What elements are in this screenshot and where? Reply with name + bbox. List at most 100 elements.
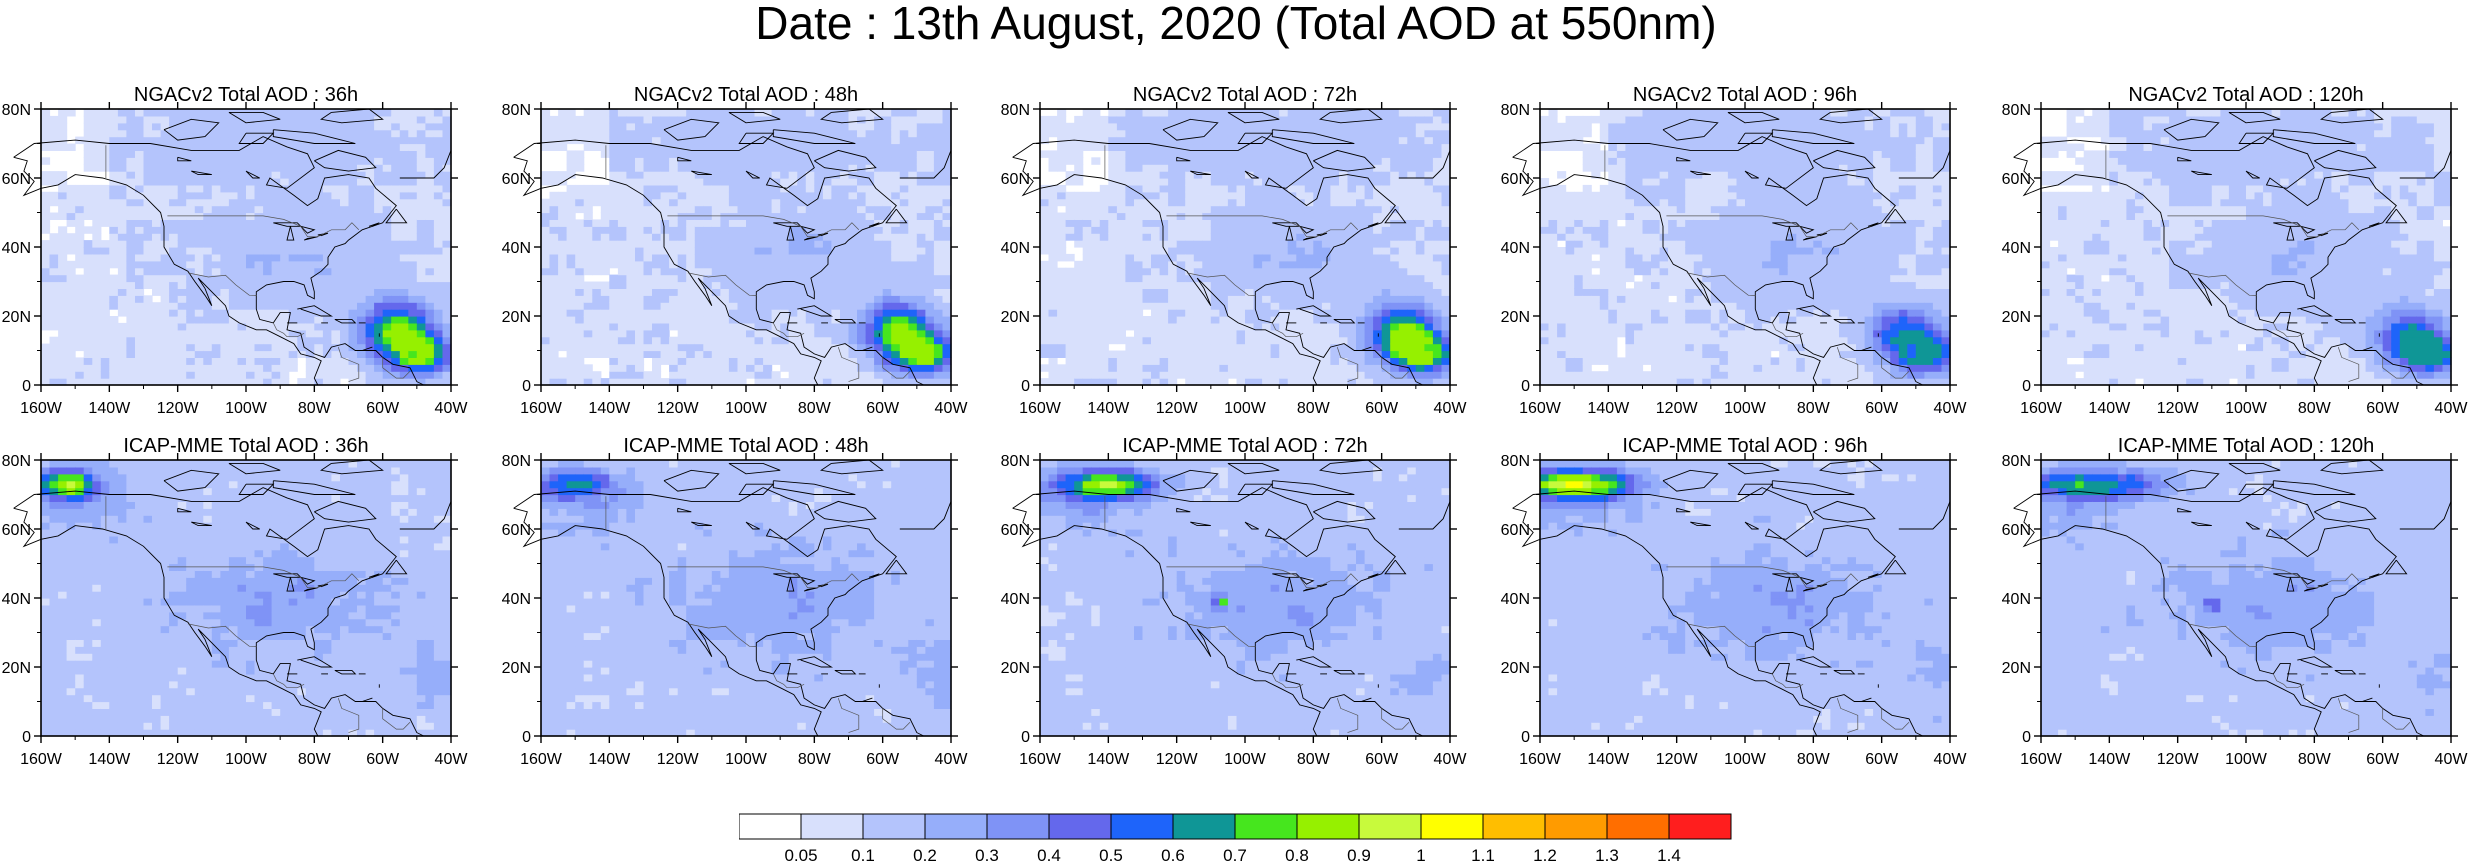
aod-cell bbox=[1288, 323, 1297, 331]
aod-cell bbox=[1108, 309, 1117, 317]
aod-cell bbox=[900, 344, 909, 352]
aod-cell bbox=[135, 282, 144, 290]
aod-cell bbox=[1296, 254, 1305, 262]
aod-cell bbox=[297, 213, 306, 221]
aod-cell bbox=[635, 157, 644, 165]
aod-cell bbox=[695, 109, 704, 117]
aod-cell bbox=[169, 157, 178, 165]
aod-cell bbox=[186, 226, 195, 234]
aod-cell bbox=[280, 364, 289, 372]
aod-cell bbox=[1237, 295, 1246, 303]
aod-cell bbox=[575, 130, 584, 138]
aod-cell bbox=[772, 337, 781, 345]
aod-cell bbox=[220, 219, 229, 227]
aod-cell bbox=[152, 288, 161, 296]
aod-cell bbox=[84, 371, 93, 379]
aod-cell bbox=[306, 330, 315, 338]
aod-cell bbox=[814, 323, 823, 331]
aod-cell bbox=[558, 316, 567, 324]
aod-cell bbox=[635, 213, 644, 221]
aod-cell bbox=[408, 344, 417, 352]
aod-cell bbox=[1211, 206, 1220, 214]
aod-cell bbox=[857, 316, 866, 324]
aod-cell bbox=[763, 247, 772, 255]
aod-cell bbox=[67, 337, 76, 345]
aod-cell bbox=[900, 150, 909, 158]
aod-cell bbox=[900, 357, 909, 365]
aod-cell bbox=[1083, 288, 1092, 296]
aod-cell bbox=[126, 116, 135, 124]
aod-cell bbox=[695, 192, 704, 200]
aod-cell bbox=[1168, 178, 1177, 186]
aod-cell bbox=[118, 206, 127, 214]
aod-cell bbox=[366, 254, 375, 262]
aod-cell bbox=[1100, 144, 1109, 152]
aod-cell bbox=[126, 192, 135, 200]
aod-cell bbox=[601, 247, 610, 255]
aod-cell bbox=[934, 261, 943, 269]
aod-cell bbox=[1211, 109, 1220, 117]
aod-cell bbox=[541, 261, 550, 269]
aod-cell bbox=[340, 371, 349, 379]
aod-cell bbox=[1168, 261, 1177, 269]
aod-cell bbox=[1185, 178, 1194, 186]
aod-cell bbox=[601, 213, 610, 221]
aod-cell bbox=[408, 116, 417, 124]
aod-cell bbox=[541, 323, 550, 331]
aod-cell bbox=[186, 240, 195, 248]
aod-cell bbox=[374, 247, 383, 255]
aod-cell bbox=[306, 123, 315, 131]
aod-cell bbox=[652, 282, 661, 290]
aod-cell bbox=[50, 233, 59, 241]
aod-cell bbox=[366, 130, 375, 138]
aod-cell bbox=[1194, 295, 1203, 303]
aod-cell bbox=[314, 261, 323, 269]
aod-cell bbox=[584, 254, 593, 262]
aod-cell bbox=[609, 295, 618, 303]
aod-cell bbox=[357, 330, 366, 338]
aod-cell bbox=[101, 240, 110, 248]
aod-cell bbox=[772, 192, 781, 200]
aod-cell bbox=[289, 213, 298, 221]
aod-cell bbox=[195, 261, 204, 269]
aod-cell bbox=[186, 371, 195, 379]
aod-cell bbox=[161, 351, 170, 359]
aod-cell bbox=[118, 351, 127, 359]
aod-cell bbox=[238, 233, 247, 241]
aod-cell bbox=[331, 144, 340, 152]
aod-cell bbox=[144, 295, 153, 303]
aod-cell bbox=[738, 330, 747, 338]
aod-cell bbox=[126, 109, 135, 117]
aod-cell bbox=[246, 337, 255, 345]
aod-cell bbox=[678, 178, 687, 186]
aod-cell bbox=[755, 309, 764, 317]
aod-cell bbox=[849, 254, 858, 262]
aod-cell bbox=[908, 240, 917, 248]
aod-cell bbox=[1254, 226, 1263, 234]
aod-cell bbox=[1091, 240, 1100, 248]
aod-cell bbox=[1177, 178, 1186, 186]
aod-cell bbox=[1091, 213, 1100, 221]
aod-cell bbox=[746, 357, 755, 365]
aod-cell bbox=[1237, 137, 1246, 145]
aod-cell bbox=[550, 144, 559, 152]
aod-cell bbox=[1083, 275, 1092, 283]
aod-cell bbox=[550, 295, 559, 303]
aod-cell bbox=[152, 357, 161, 365]
aod-cell bbox=[558, 330, 567, 338]
aod-cell bbox=[661, 206, 670, 214]
aod-cell bbox=[1211, 344, 1220, 352]
aod-cell bbox=[434, 261, 443, 269]
aod-cell bbox=[1279, 357, 1288, 365]
aod-cell bbox=[161, 109, 170, 117]
aod-cell bbox=[567, 219, 576, 227]
aod-cell bbox=[695, 357, 704, 365]
aod-cell bbox=[135, 199, 144, 207]
aod-cell bbox=[340, 123, 349, 131]
aod-cell bbox=[550, 288, 559, 296]
aod-cell bbox=[831, 357, 840, 365]
aod-cell bbox=[1143, 109, 1152, 117]
aod-cell bbox=[908, 233, 917, 241]
aod-cell bbox=[934, 295, 943, 303]
